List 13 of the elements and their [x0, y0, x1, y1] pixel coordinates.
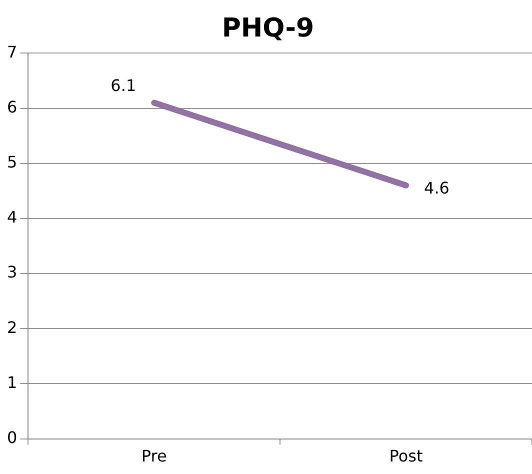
y-tick-label: 5: [6, 152, 18, 172]
y-tick-label: 2: [6, 318, 18, 337]
x-tick-label: Post: [389, 446, 423, 466]
y-tick-label: 3: [6, 262, 18, 282]
chart-title: PHQ-9: [222, 13, 314, 44]
data-label: 6.1: [110, 76, 136, 95]
y-tick-label: 6: [6, 97, 18, 116]
x-tick-label: Pre: [141, 446, 167, 466]
y-tick-label: 0: [6, 428, 18, 447]
y-tick-label: 1: [6, 372, 18, 392]
y-tick-label: 7: [6, 42, 18, 62]
y-tick-label: 4: [6, 208, 18, 227]
data-label: 4.6: [424, 178, 450, 198]
